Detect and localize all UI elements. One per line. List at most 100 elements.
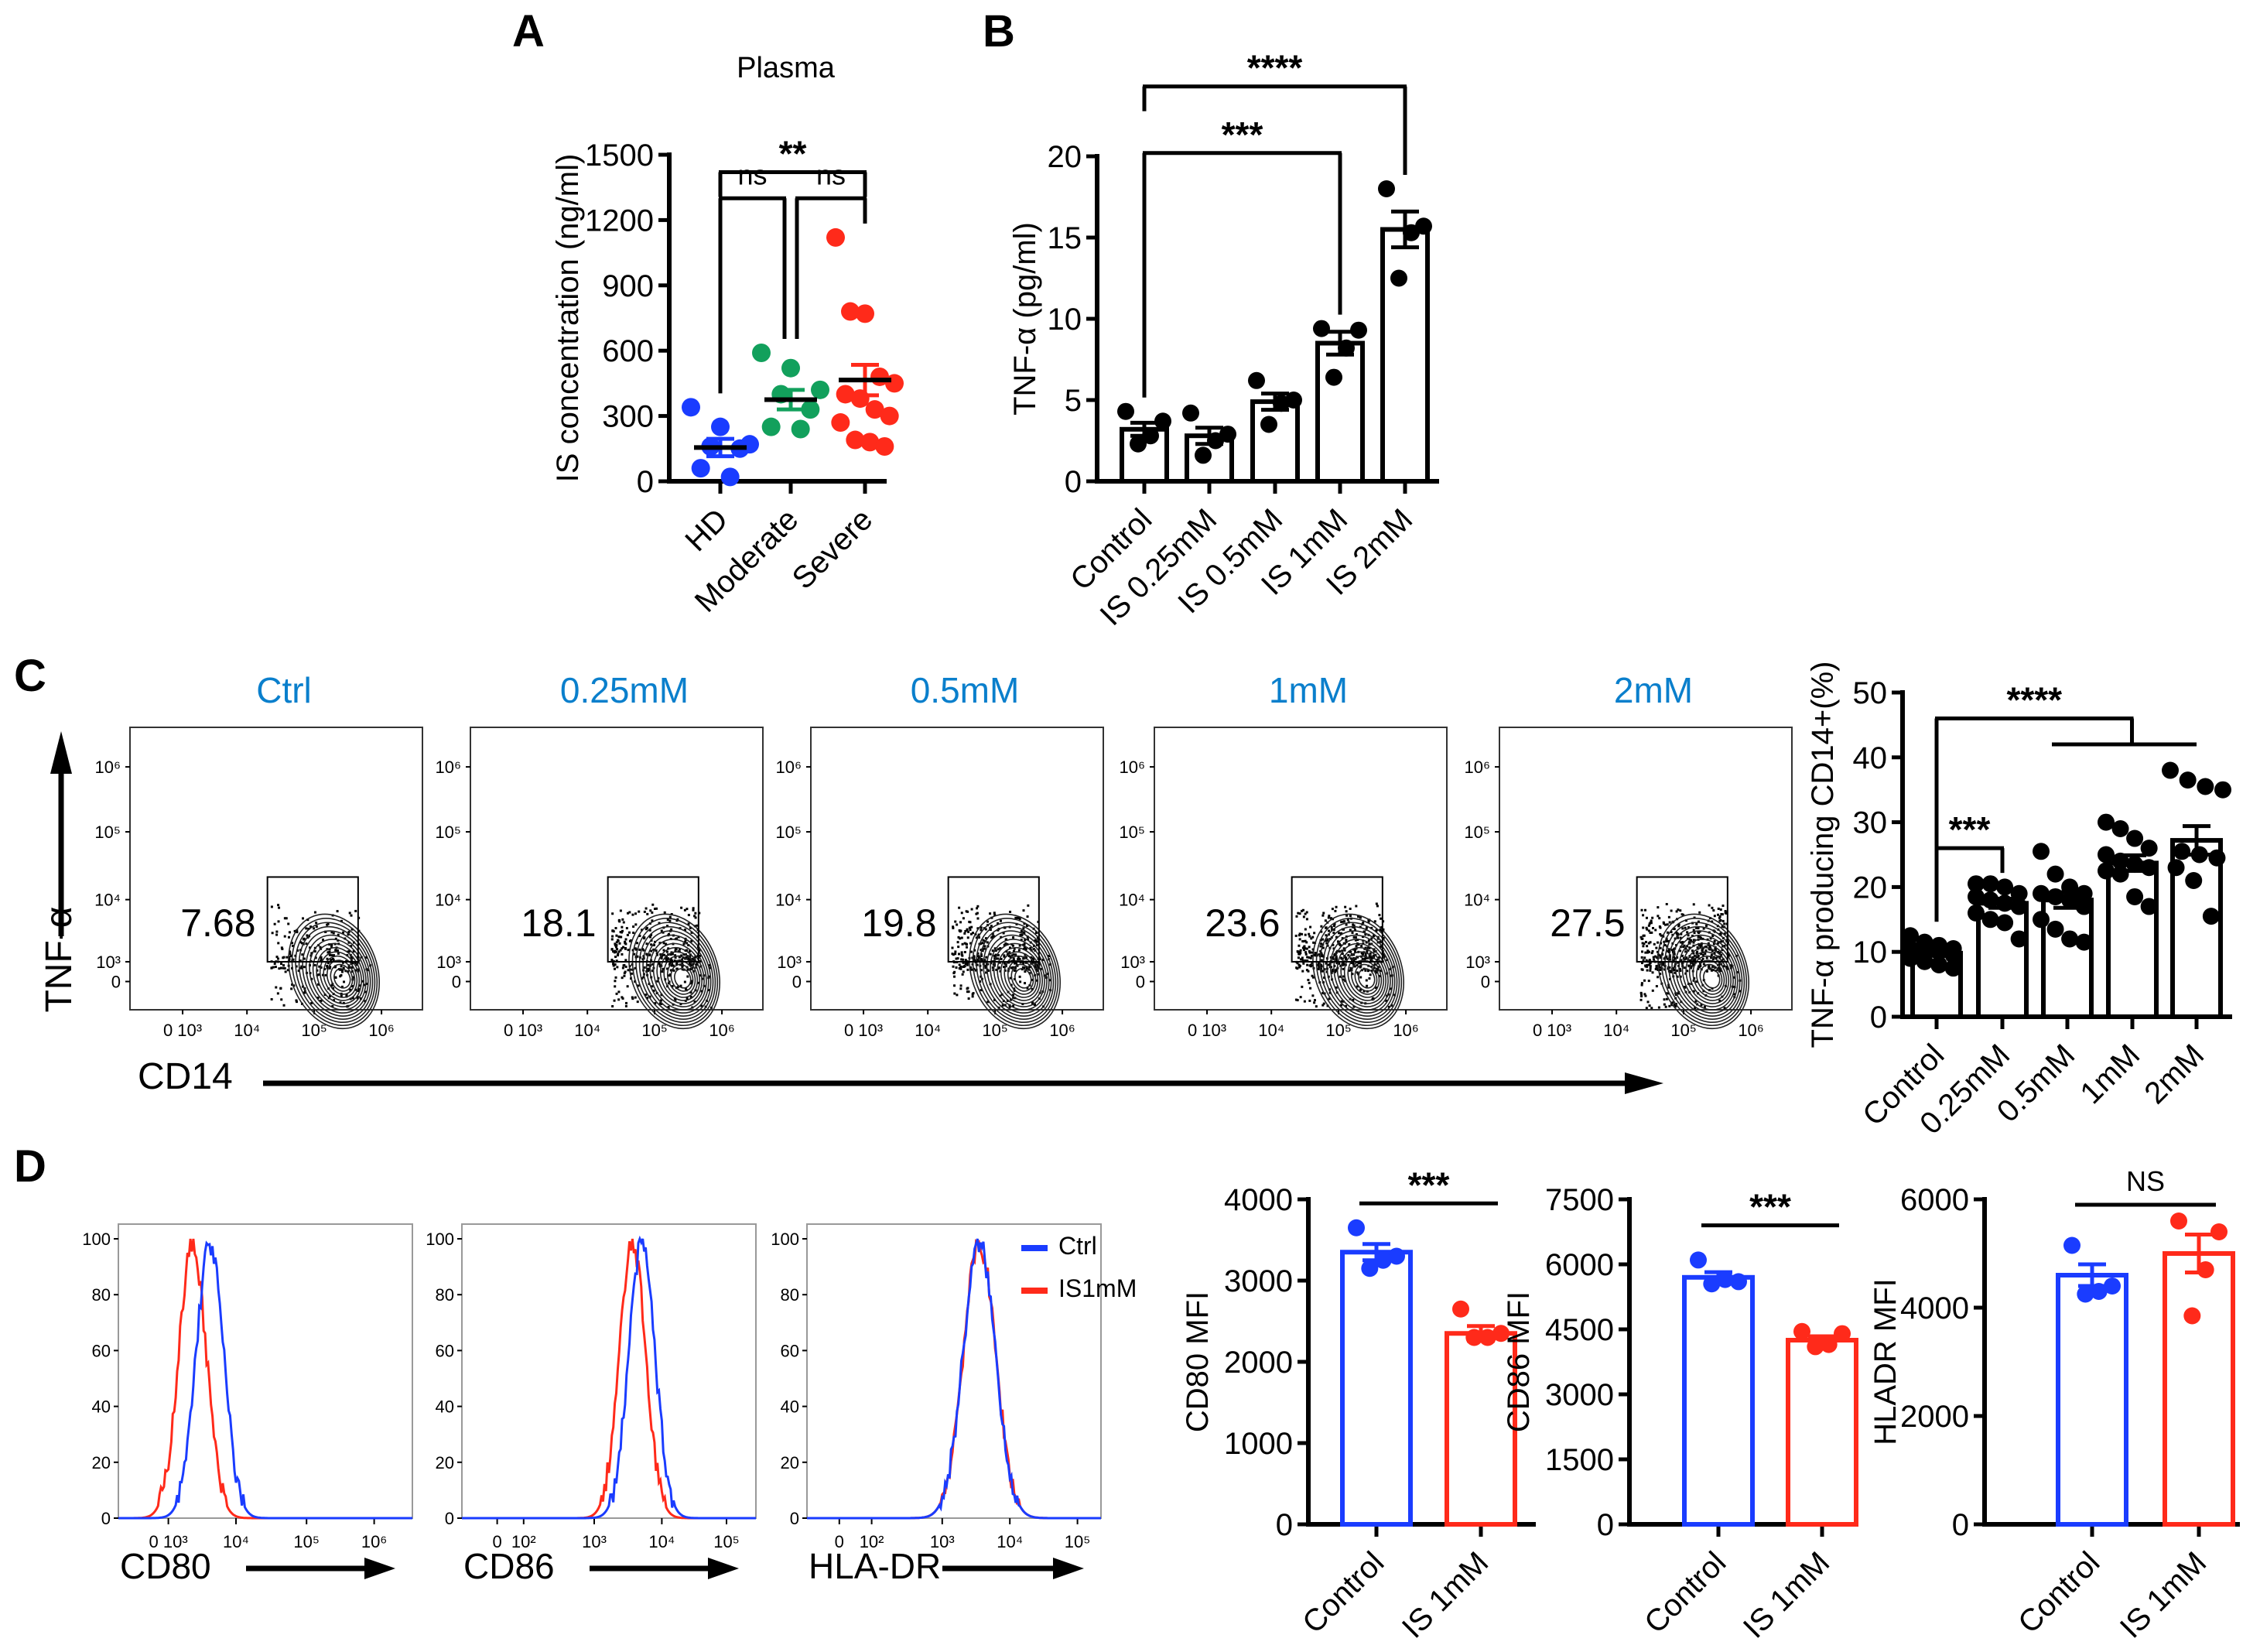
event-dot	[1298, 964, 1301, 967]
event-dot	[623, 963, 626, 966]
event-dot	[1639, 935, 1643, 939]
event-dot	[347, 966, 350, 969]
data-point	[781, 358, 800, 378]
event-dot	[1011, 966, 1014, 970]
event-dot	[1307, 970, 1310, 973]
event-dot	[1363, 957, 1366, 960]
data-point	[2210, 1223, 2228, 1240]
x-tick-label: 10⁶	[361, 1532, 388, 1551]
event-dot	[684, 987, 687, 990]
event-dot	[962, 917, 965, 920]
event-dot	[313, 963, 316, 966]
event-dot	[966, 962, 969, 965]
data-point	[1793, 1322, 1810, 1340]
event-dot	[692, 908, 695, 912]
event-dot	[1334, 909, 1337, 912]
event-dot	[1379, 970, 1382, 973]
event-dot	[359, 997, 362, 1000]
y-tick-label: 40	[92, 1397, 111, 1417]
event-dot	[1294, 934, 1298, 937]
data-point	[1690, 1251, 1707, 1269]
data-point	[885, 374, 904, 393]
event-dot	[271, 932, 274, 935]
event-dot	[617, 990, 621, 994]
x-tick-label: 10⁵	[641, 1021, 668, 1040]
event-dot	[1672, 959, 1675, 962]
event-dot	[1302, 940, 1305, 943]
event-dot	[291, 942, 294, 945]
event-dot	[1333, 924, 1336, 927]
event-dot	[356, 997, 359, 1000]
event-dot	[1352, 953, 1356, 956]
event-dot	[1377, 966, 1380, 969]
event-dot	[1354, 949, 1357, 952]
contour-line	[1347, 955, 1383, 998]
y-tick-label: 1000	[1224, 1427, 1293, 1461]
event-dot	[283, 935, 286, 938]
x-tick-label: 10³	[930, 1532, 955, 1551]
event-dot	[630, 939, 633, 942]
event-dot	[330, 984, 333, 987]
event-dot	[993, 912, 996, 915]
event-dot	[617, 935, 621, 939]
event-dot	[330, 958, 333, 961]
event-dot	[1674, 957, 1677, 960]
x-tick-label: 2mM	[2138, 1038, 2210, 1110]
event-dot	[1332, 956, 1335, 959]
event-dot	[991, 949, 994, 953]
event-dot	[1321, 938, 1325, 941]
event-dot	[1688, 946, 1691, 949]
event-dot	[364, 1000, 367, 1003]
contour-line	[972, 918, 1059, 1027]
event-dot	[1646, 949, 1650, 953]
significance-label: ***	[1749, 1187, 1791, 1227]
event-dot	[1342, 963, 1345, 966]
event-dot	[347, 933, 350, 936]
event-dot	[1657, 976, 1660, 979]
event-dot	[1301, 908, 1304, 912]
event-dot	[685, 956, 688, 959]
event-dot	[1668, 958, 1671, 961]
data-point	[2173, 843, 2191, 860]
event-dot	[1308, 951, 1311, 954]
event-dot	[636, 942, 639, 945]
event-dot	[342, 966, 345, 970]
event-dot	[1651, 949, 1654, 953]
event-dot	[1366, 984, 1369, 987]
event-dot	[961, 942, 964, 946]
data-point	[1350, 321, 1367, 339]
event-dot	[618, 918, 621, 922]
y-tick-label: 10⁶	[1119, 758, 1145, 777]
event-dot	[972, 959, 975, 963]
significance-label: ns	[737, 159, 767, 190]
x-tick-label: 0 10³	[163, 1021, 202, 1040]
event-dot	[615, 946, 618, 949]
event-dot	[1696, 950, 1699, 953]
event-dot	[1650, 952, 1653, 955]
event-dot	[990, 925, 993, 928]
event-dot	[1655, 965, 1658, 968]
event-dot	[655, 907, 658, 910]
event-dot	[1696, 946, 1699, 949]
data-point	[691, 459, 710, 478]
event-dot	[997, 948, 1000, 951]
event-dot	[296, 949, 299, 952]
event-dot	[285, 956, 289, 959]
x-tick-label: 10⁵	[293, 1532, 320, 1551]
event-dot	[1012, 936, 1015, 939]
data-point	[826, 227, 845, 247]
event-dot	[1674, 969, 1677, 972]
event-dot	[1723, 1007, 1726, 1010]
event-dot	[1326, 963, 1329, 966]
event-dot	[1720, 953, 1723, 956]
event-dot	[1692, 941, 1695, 944]
event-dot	[1667, 915, 1670, 918]
event-dot	[1342, 975, 1345, 978]
plot-frame	[470, 727, 764, 1011]
event-dot	[1697, 967, 1700, 970]
event-dot	[330, 945, 333, 948]
event-dot	[1650, 931, 1653, 934]
contour-line	[652, 942, 705, 1007]
event-dot	[1313, 999, 1316, 1002]
